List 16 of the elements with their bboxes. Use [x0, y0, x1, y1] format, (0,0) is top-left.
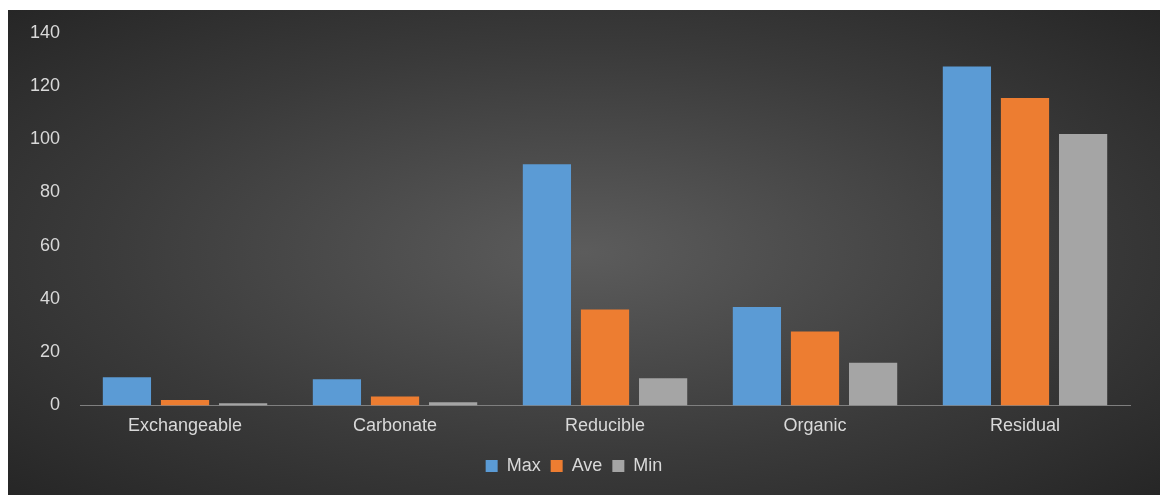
legend-label: Max [506, 454, 541, 475]
y-tick-label: 0 [50, 394, 61, 415]
y-tick-label: 60 [40, 234, 61, 255]
y-tick-label: 20 [40, 341, 61, 362]
x-tick-label: Organic [783, 415, 847, 436]
y-tick-label: 120 [29, 75, 61, 95]
legend-label: Ave [571, 454, 603, 475]
y-tick-label: 40 [40, 287, 61, 308]
x-tick-label: Exchangeable [127, 415, 243, 436]
x-tick-label: Reducible [564, 415, 646, 436]
legend-label: Min [633, 454, 663, 475]
y-tick-label: 140 [29, 21, 61, 42]
x-tick-label: Carbonate [352, 415, 438, 436]
y-tick-label: 80 [40, 181, 61, 202]
y-tick-label: 100 [29, 128, 61, 149]
x-tick-label: Residual [989, 415, 1061, 436]
